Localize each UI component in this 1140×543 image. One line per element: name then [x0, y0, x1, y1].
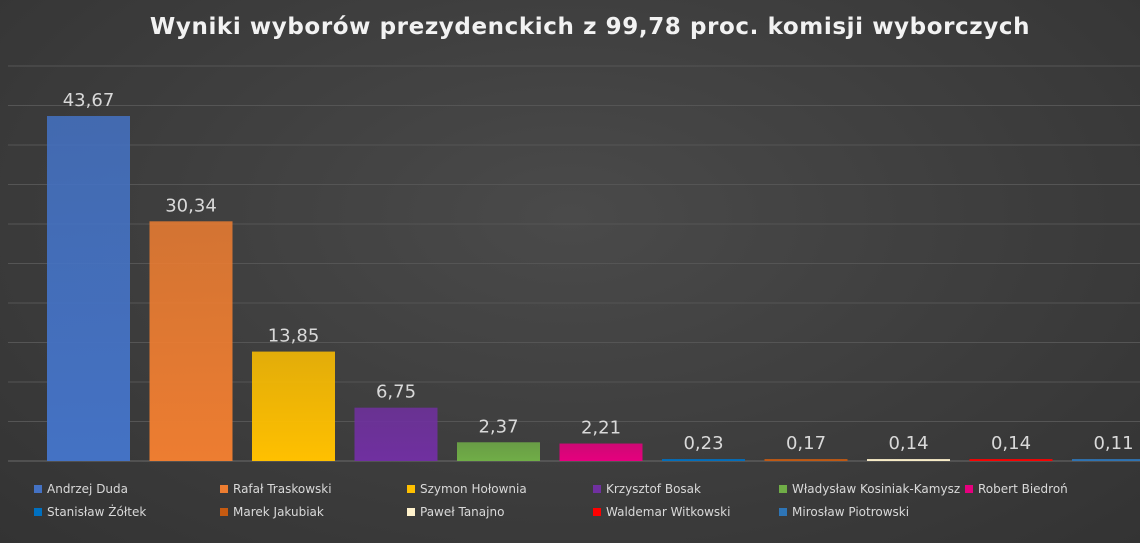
bar	[354, 407, 438, 461]
legend-swatch	[34, 485, 42, 493]
legend-item: Krzysztof Bosak	[593, 482, 779, 496]
data-label: 6,75	[376, 382, 416, 403]
legend-item: Rafał Traskowski	[220, 482, 407, 496]
data-label: 0,17	[786, 433, 826, 454]
legend-label: Andrzej Duda	[47, 482, 129, 496]
legend-swatch	[779, 508, 787, 516]
legend-label: Krzysztof Bosak	[606, 482, 701, 496]
legend-label: Paweł Tanajno	[420, 505, 505, 519]
bar	[662, 459, 745, 461]
bar	[764, 459, 848, 461]
data-label: 13,85	[268, 326, 320, 347]
legend-swatch	[407, 485, 415, 493]
chart-legend: Andrzej Duda Rafał Traskowski Szymon Hołow…	[34, 482, 1134, 519]
bar	[559, 443, 643, 461]
legend-swatch	[220, 485, 228, 493]
chart-title: Wyniki wyborów prezydenckich z 99,78 pro…	[149, 14, 1031, 40]
legend-swatch	[593, 508, 601, 516]
legend-item: Władysław Kosiniak-Kamysz	[779, 482, 965, 496]
legend-label: Robert Biedroń	[978, 482, 1068, 496]
legend-item: Andrzej Duda	[34, 482, 220, 496]
legend-label: Władysław Kosiniak-Kamysz	[792, 482, 961, 496]
legend-label: Stanisław Żółtek	[47, 505, 147, 519]
legend-item: Waldemar Witkowski	[593, 505, 779, 519]
bar	[457, 442, 540, 461]
legend-swatch	[407, 508, 415, 516]
data-label: 0,14	[991, 433, 1031, 454]
legend-item: Paweł Tanajno	[407, 505, 593, 519]
bar	[969, 459, 1053, 461]
legend-label: Rafał Traskowski	[233, 482, 332, 496]
legend-label: Mirosław Piotrowski	[792, 505, 910, 519]
bar	[867, 459, 950, 461]
legend-item: Szymon Hołownia	[407, 482, 593, 496]
legend-label: Marek Jakubiak	[233, 505, 324, 519]
bar-chart: 43,67 30,34 13,85 6,75 2,37 2,21 0,23 0,17 0,14 0…	[8, 65, 1140, 462]
legend-label: Szymon Hołownia	[420, 482, 527, 496]
data-label: 0,14	[888, 433, 928, 454]
data-label: 43,67	[63, 90, 115, 111]
data-label: 30,34	[165, 195, 217, 216]
legend-item: Marek Jakubiak	[220, 505, 407, 519]
legend-swatch	[593, 485, 601, 493]
legend-swatch	[220, 508, 228, 516]
data-label: 0,11	[1093, 433, 1133, 454]
legend-swatch	[965, 485, 973, 493]
bar	[149, 221, 233, 461]
legend-swatch	[779, 485, 787, 493]
legend-swatch	[34, 508, 42, 516]
legend-item: Robert Biedroń	[965, 482, 1125, 496]
data-label: 2,21	[581, 418, 621, 439]
data-label: 0,23	[683, 433, 723, 454]
bar	[252, 351, 335, 461]
data-label: 2,37	[478, 416, 518, 437]
legend-item: Stanisław Żółtek	[34, 505, 220, 519]
bar	[1072, 459, 1140, 461]
legend-label: Waldemar Witkowski	[606, 505, 731, 519]
legend-item: Mirosław Piotrowski	[779, 505, 965, 519]
bar	[47, 116, 130, 462]
